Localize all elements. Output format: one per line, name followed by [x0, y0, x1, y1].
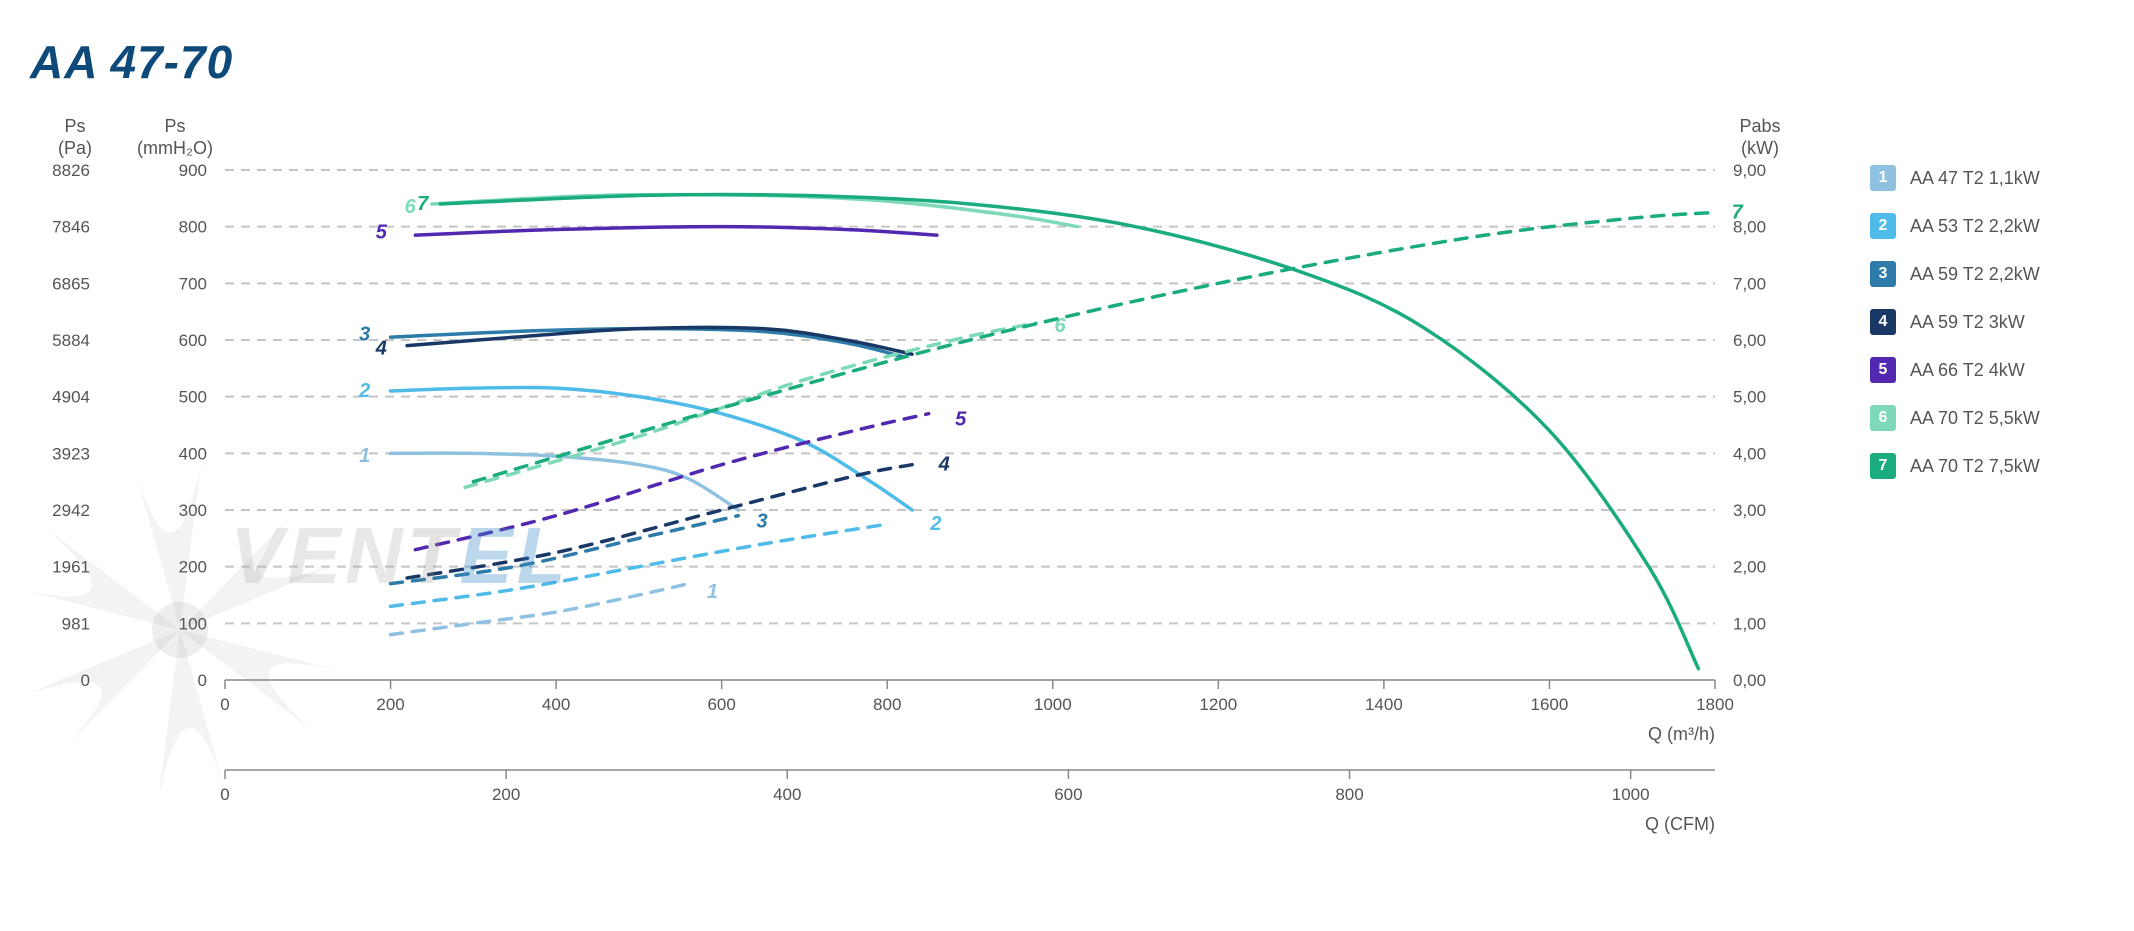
svg-text:(mmH₂O): (mmH₂O) — [137, 138, 213, 158]
svg-text:3: 3 — [757, 510, 768, 532]
svg-text:4,00: 4,00 — [1733, 444, 1766, 463]
chart-svg: 000,009811001,0019612002,0029423003,0039… — [30, 110, 1830, 910]
svg-text:Ps: Ps — [164, 116, 185, 136]
svg-text:800: 800 — [179, 218, 207, 237]
legend-label: AA 66 T2 4kW — [1910, 360, 2025, 381]
legend-swatch: 4 — [1870, 309, 1896, 335]
svg-text:Q (CFM): Q (CFM) — [1645, 814, 1715, 834]
legend-item: 1 AA 47 T2 1,1kW — [1870, 165, 2120, 191]
svg-text:600: 600 — [1054, 785, 1082, 804]
legend-item: 3 AA 59 T2 2,2kW — [1870, 261, 2120, 287]
legend-swatch: 7 — [1870, 453, 1896, 479]
svg-text:600: 600 — [707, 695, 735, 714]
svg-text:1,00: 1,00 — [1733, 614, 1766, 633]
svg-text:1800: 1800 — [1696, 695, 1734, 714]
svg-text:5: 5 — [376, 221, 388, 243]
fan-performance-chart: 000,009811001,0019612002,0029423003,0039… — [30, 110, 1830, 910]
svg-text:7846: 7846 — [52, 218, 90, 237]
svg-text:9,00: 9,00 — [1733, 161, 1766, 180]
legend-item: 5 AA 66 T2 4kW — [1870, 357, 2120, 383]
page-title: AA 47-70 — [30, 35, 233, 89]
svg-text:300: 300 — [179, 501, 207, 520]
svg-text:(kW): (kW) — [1741, 138, 1779, 158]
svg-text:1000: 1000 — [1612, 785, 1650, 804]
svg-text:2: 2 — [929, 513, 941, 535]
legend-label: AA 59 T2 3kW — [1910, 312, 2025, 333]
svg-text:200: 200 — [492, 785, 520, 804]
svg-text:6: 6 — [405, 196, 417, 218]
svg-text:1: 1 — [359, 445, 370, 467]
svg-text:400: 400 — [773, 785, 801, 804]
legend-item: 2 AA 53 T2 2,2kW — [1870, 213, 2120, 239]
svg-text:1000: 1000 — [1034, 695, 1072, 714]
legend-label: AA 70 T2 5,5kW — [1910, 408, 2040, 429]
svg-text:4: 4 — [938, 454, 950, 476]
svg-text:8826: 8826 — [52, 161, 90, 180]
svg-text:1400: 1400 — [1365, 695, 1403, 714]
svg-text:0: 0 — [220, 785, 229, 804]
legend-item: 7 AA 70 T2 7,5kW — [1870, 453, 2120, 479]
svg-text:6865: 6865 — [52, 274, 90, 293]
svg-text:5884: 5884 — [52, 331, 90, 350]
svg-text:Pabs: Pabs — [1739, 116, 1780, 136]
svg-text:400: 400 — [179, 444, 207, 463]
legend-item: 6 AA 70 T2 5,5kW — [1870, 405, 2120, 431]
svg-text:7: 7 — [1732, 202, 1744, 224]
legend-item: 4 AA 59 T2 3kW — [1870, 309, 2120, 335]
svg-text:7: 7 — [417, 193, 429, 215]
svg-text:3,00: 3,00 — [1733, 501, 1766, 520]
chart-legend: 1 AA 47 T2 1,1kW 2 AA 53 T2 2,2kW 3 AA 59 T2 … — [1870, 165, 2120, 501]
svg-text:1961: 1961 — [52, 558, 90, 577]
svg-text:0,00: 0,00 — [1733, 671, 1766, 690]
legend-label: AA 59 T2 2,2kW — [1910, 264, 2040, 285]
legend-swatch: 2 — [1870, 213, 1896, 239]
svg-text:Ps: Ps — [64, 116, 85, 136]
legend-label: AA 47 T2 1,1kW — [1910, 168, 2040, 189]
svg-text:700: 700 — [179, 274, 207, 293]
svg-text:800: 800 — [1335, 785, 1363, 804]
svg-text:0: 0 — [81, 671, 90, 690]
svg-text:1600: 1600 — [1531, 695, 1569, 714]
svg-text:3923: 3923 — [52, 444, 90, 463]
svg-text:200: 200 — [179, 558, 207, 577]
svg-text:4: 4 — [375, 338, 387, 360]
svg-text:0: 0 — [220, 695, 229, 714]
svg-text:1200: 1200 — [1199, 695, 1237, 714]
svg-text:(Pa): (Pa) — [58, 138, 92, 158]
legend-swatch: 3 — [1870, 261, 1896, 287]
legend-label: AA 53 T2 2,2kW — [1910, 216, 2040, 237]
svg-text:1: 1 — [707, 581, 718, 603]
svg-text:100: 100 — [179, 614, 207, 633]
legend-swatch: 6 — [1870, 405, 1896, 431]
svg-text:4904: 4904 — [52, 388, 90, 407]
svg-text:5: 5 — [955, 408, 967, 430]
svg-text:2942: 2942 — [52, 501, 90, 520]
svg-text:0: 0 — [198, 671, 207, 690]
svg-text:7,00: 7,00 — [1733, 274, 1766, 293]
svg-text:981: 981 — [62, 614, 90, 633]
svg-text:2,00: 2,00 — [1733, 558, 1766, 577]
svg-text:2: 2 — [358, 380, 370, 402]
svg-text:6,00: 6,00 — [1733, 331, 1766, 350]
svg-text:400: 400 — [542, 695, 570, 714]
svg-text:3: 3 — [359, 323, 370, 345]
svg-text:Q (m³/h): Q (m³/h) — [1648, 724, 1715, 744]
svg-text:500: 500 — [179, 388, 207, 407]
svg-text:200: 200 — [376, 695, 404, 714]
svg-text:5,00: 5,00 — [1733, 388, 1766, 407]
legend-swatch: 1 — [1870, 165, 1896, 191]
svg-text:800: 800 — [873, 695, 901, 714]
legend-label: AA 70 T2 7,5kW — [1910, 456, 2040, 477]
svg-text:900: 900 — [179, 161, 207, 180]
legend-swatch: 5 — [1870, 357, 1896, 383]
svg-text:600: 600 — [179, 331, 207, 350]
